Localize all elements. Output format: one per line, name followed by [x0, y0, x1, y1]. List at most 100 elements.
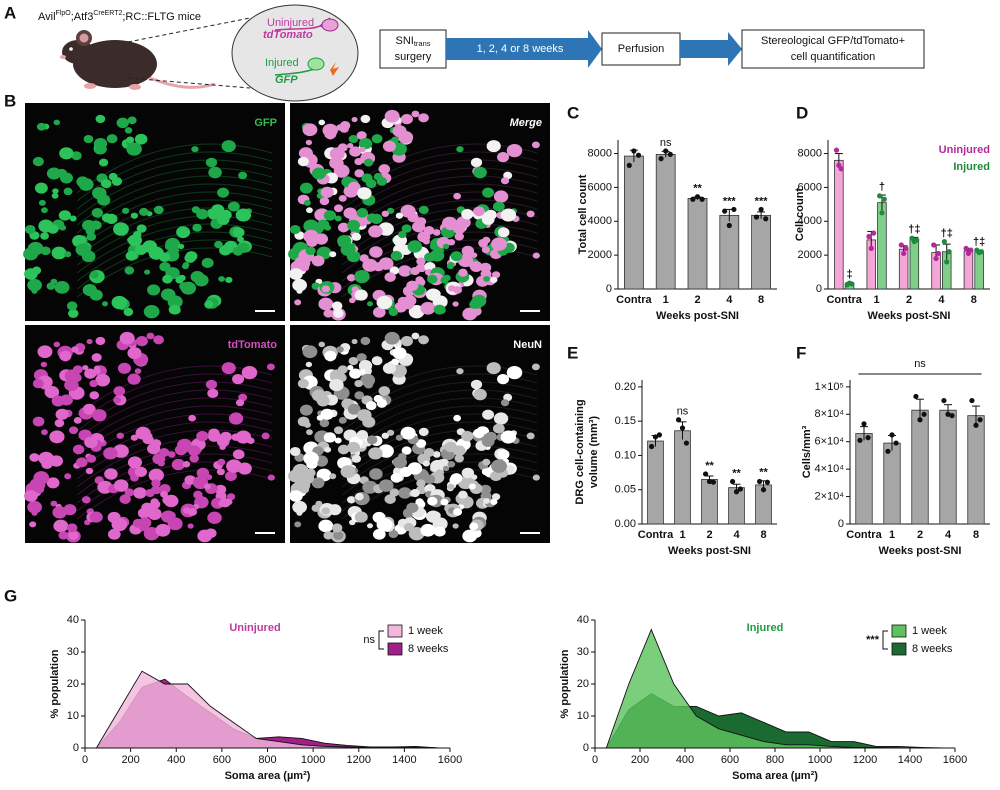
cell [151, 479, 161, 488]
cell [324, 446, 332, 453]
cell [91, 208, 103, 218]
bar [911, 409, 929, 525]
cell [130, 212, 139, 219]
data-point [690, 196, 696, 202]
x-axis-label: Weeks post-SNI [868, 310, 951, 322]
mouse-icon [60, 30, 216, 90]
cell [497, 151, 510, 163]
fiber [76, 223, 273, 274]
x-tick-label: 0 [592, 754, 598, 766]
cell [124, 127, 133, 134]
data-point [963, 245, 969, 251]
x-tick-label: 800 [258, 754, 276, 766]
cell [237, 236, 245, 243]
cell [420, 523, 436, 537]
cell [207, 511, 222, 524]
cell [64, 473, 72, 480]
cell [58, 210, 72, 221]
panel-label: G [4, 586, 17, 605]
micrograph-label: tdTomato [228, 339, 278, 351]
cell [302, 123, 318, 137]
cell [424, 474, 436, 484]
cell [329, 147, 345, 161]
bar [655, 153, 676, 290]
cell [296, 288, 303, 294]
cell [66, 523, 78, 533]
cell [372, 306, 386, 318]
cell [196, 208, 209, 220]
flow-box [741, 29, 925, 69]
cell [376, 517, 393, 532]
cell [204, 300, 214, 309]
data-point [973, 422, 979, 428]
cell [347, 219, 361, 231]
cell [473, 388, 487, 401]
cell [372, 528, 386, 540]
data-point [758, 206, 764, 213]
cell [92, 409, 107, 422]
significance-label: ns [914, 358, 926, 370]
cell [299, 404, 313, 416]
cell [391, 136, 400, 144]
cell [50, 500, 58, 507]
significance-label: *** [723, 195, 737, 207]
cell [331, 523, 343, 533]
flow-text: Perfusion [618, 43, 664, 55]
y-tick-label: 0.20 [615, 381, 636, 393]
x-tick-label: 1 [679, 529, 685, 541]
data-point [868, 245, 874, 251]
flow-text: Stereological GFP/tdTomato+ [761, 35, 905, 47]
x-tick-label: 2 [906, 294, 912, 306]
cell [177, 243, 185, 250]
cell [305, 139, 313, 146]
cell [526, 432, 535, 440]
y-tick-label: 4×10⁴ [814, 463, 844, 475]
cell [136, 224, 147, 233]
cell [51, 246, 67, 260]
legend-swatch [387, 642, 403, 656]
cell [192, 223, 202, 232]
cell [106, 134, 118, 144]
cell [423, 226, 435, 235]
cell [422, 460, 430, 467]
cell [320, 186, 334, 198]
data-point [731, 206, 737, 213]
y-axis-label: % population [49, 649, 61, 718]
cell [59, 147, 74, 160]
cell [182, 262, 190, 268]
cell [82, 403, 96, 415]
x-tick-label: Contra [846, 529, 882, 541]
cell [53, 519, 69, 533]
cell [400, 113, 413, 125]
data-point [893, 440, 899, 446]
cell [416, 479, 426, 488]
cell [452, 223, 466, 235]
cell [226, 459, 242, 473]
cell [227, 201, 240, 212]
y-tick-label: 6000 [798, 181, 822, 193]
cell [32, 156, 44, 167]
cell [305, 361, 313, 368]
cell [208, 166, 222, 179]
data-point [679, 425, 686, 431]
cell [461, 245, 475, 257]
cell [329, 378, 344, 392]
text: SNI [395, 35, 413, 47]
cell [432, 451, 441, 458]
cell [384, 494, 396, 504]
data-point [626, 162, 632, 168]
y-axis-label: Cell count [794, 188, 806, 242]
cell [382, 362, 396, 374]
bar [751, 214, 771, 290]
cell [153, 205, 164, 215]
x-tick-label: 4 [945, 529, 952, 541]
x-tick-label: 8 [973, 529, 979, 541]
cell [411, 332, 420, 340]
cell [289, 446, 301, 457]
cell [134, 133, 148, 145]
cell [76, 176, 89, 188]
cell [306, 237, 318, 247]
bar [974, 251, 984, 290]
cell [185, 251, 198, 262]
cell [75, 457, 88, 468]
